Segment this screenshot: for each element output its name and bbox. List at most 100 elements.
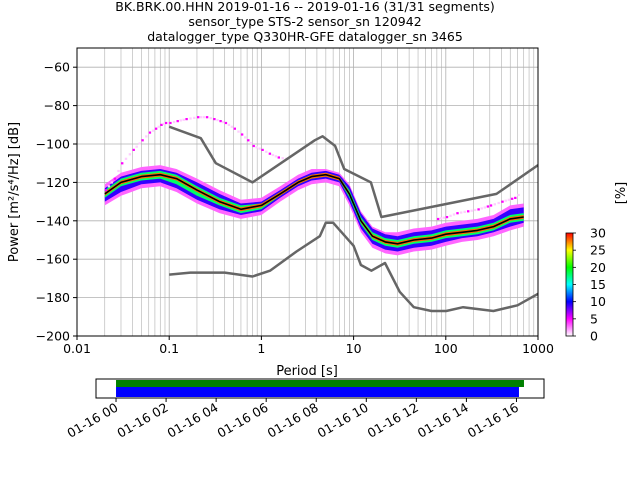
colorbar-bar	[565, 232, 574, 337]
density-fringe-cell	[110, 181, 114, 184]
density-fringe-cell	[224, 121, 228, 125]
density-fringe-cell	[244, 136, 247, 139]
density-fringe-cell	[216, 119, 219, 122]
density-outlier-cell	[517, 193, 520, 197]
y-tick-label: −80	[44, 98, 70, 113]
colorbar: 0 5 10 15 20 25 30 [%]	[565, 182, 629, 344]
density-fringe-cell	[237, 130, 240, 133]
density-fringe-cell	[222, 120, 225, 124]
x-tick-label: 1	[257, 341, 265, 356]
density-fringe-cell	[132, 148, 135, 151]
density-fringe-cell	[230, 125, 234, 128]
grid	[76, 48, 538, 337]
colorbar-tick-label: 0	[590, 329, 598, 344]
y-tick-label: −120	[36, 175, 70, 190]
colorbar-tick-label: 5	[590, 311, 598, 326]
density-fringe-cell	[249, 142, 253, 145]
x-tick-label: 1000	[522, 341, 554, 356]
colorbar-tick-label: 20	[590, 260, 606, 275]
density-fringe-cell	[138, 142, 141, 145]
y-tick-label: −100	[36, 137, 70, 152]
density-outlier-cell	[514, 196, 517, 199]
y-tick-label: −200	[36, 329, 70, 344]
timeline-tick-label: 01-16 12	[365, 400, 421, 441]
timeline-tick-label: 01-16 14	[415, 400, 471, 441]
density-fringe-cell	[202, 116, 206, 119]
density-fringe-cell	[205, 116, 209, 119]
timeline-tick-label: 01-16 04	[164, 400, 220, 441]
y-tick-label: −60	[44, 60, 70, 75]
colorbar-tick-label: 10	[590, 294, 606, 309]
density-fringe-cell	[154, 127, 158, 130]
x-tick-label: 10	[346, 341, 362, 356]
density-outlier-cell	[507, 198, 511, 201]
timeline-tick-label: 01-16 08	[265, 400, 321, 441]
density-fringe-cell	[271, 153, 275, 157]
density-fringe-cell	[121, 162, 124, 165]
density-outlier-cell	[483, 206, 486, 209]
colorbar-tick-label: 25	[590, 243, 606, 258]
density-fringe-cell	[145, 135, 148, 138]
density-fringe-cell	[185, 118, 188, 121]
x-tick-label: 0.1	[159, 341, 179, 356]
density-fringe-cell	[128, 153, 132, 156]
density-fringe-cell	[189, 117, 192, 120]
density-fringe-cell	[169, 121, 172, 125]
density-fringe-cell	[258, 147, 261, 150]
colorbar-tick-label: 15	[590, 277, 606, 292]
density-fringe-cell	[141, 139, 144, 142]
psd-segments-bar	[116, 387, 519, 397]
density-fringe-cell	[162, 122, 165, 125]
psd-density	[104, 116, 524, 256]
density-fringe-cell	[261, 148, 264, 151]
density-fringe-cell	[148, 131, 152, 134]
density-outlier-cell	[442, 216, 446, 219]
density-fringe-cell	[227, 123, 231, 126]
plot-frame	[76, 47, 539, 337]
density-fringe-cell	[209, 117, 212, 120]
timeline-tick-label: 01-16 10	[315, 400, 371, 441]
y-axis-label: Power [m²/s⁴/Hz] [dB]	[7, 122, 22, 262]
mode-line	[104, 173, 524, 245]
density-band	[104, 169, 524, 252]
x-axis-label: Period [s]	[276, 364, 338, 379]
chart-title-line-3: datalogger_type Q330HR-GFE datalogger_sn…	[147, 29, 463, 44]
density-outlier-cell	[445, 216, 449, 219]
timeline-tick-label: 01-16 02	[114, 400, 170, 441]
density-outlier-cell	[463, 210, 466, 213]
density-fringe-cell	[274, 155, 278, 158]
density-fringe-cell	[219, 120, 222, 123]
data-coverage-bar	[116, 380, 524, 387]
density-fringe-cell	[213, 118, 216, 121]
density-fringe-cell	[157, 125, 160, 128]
density-fringe-cell	[113, 177, 117, 180]
density-outlier-cell	[504, 199, 507, 202]
density-fringe-cell	[167, 121, 170, 125]
density-outlier-cell	[459, 211, 463, 214]
density-outlier-cell	[510, 197, 514, 200]
density-outlier-cell	[477, 208, 480, 211]
low-noise-model-line	[169, 221, 538, 313]
density-fringe-cell	[199, 116, 203, 119]
timeline-tick-label: 01-16 00	[64, 400, 120, 441]
density-fringe-cell	[179, 119, 182, 122]
y-tick-label: −180	[36, 290, 70, 305]
density-fringe-cell	[268, 152, 272, 155]
density-fringe-cell	[182, 118, 185, 121]
colorbar-label: [%]	[614, 182, 629, 205]
density-fringe-cell	[135, 145, 138, 148]
density-fringe-cell	[197, 116, 200, 119]
y-tick-label: −140	[36, 213, 70, 228]
density-outlier-cell	[501, 200, 504, 203]
density-outlier-cell	[493, 203, 496, 206]
density-outlier-cell	[480, 207, 483, 210]
density-fringe-cell	[252, 144, 255, 148]
density-outlier-cell	[452, 213, 456, 216]
density-fringe-cell	[281, 157, 284, 160]
density-fringe-cell	[255, 146, 258, 149]
density-fringe-cell	[160, 123, 163, 126]
density-fringe-cell	[172, 120, 176, 124]
colorbar-tick-label: 30	[590, 226, 606, 241]
